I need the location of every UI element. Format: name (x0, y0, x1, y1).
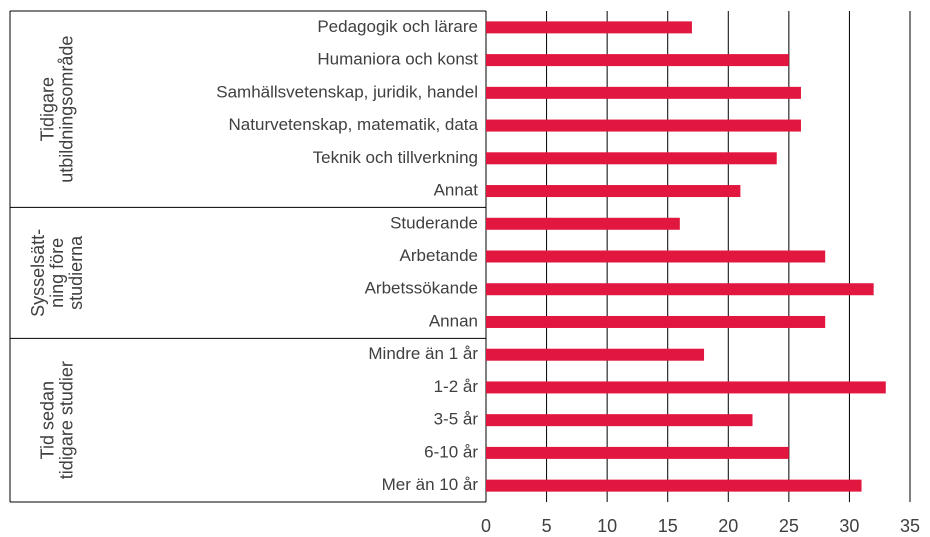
bar (486, 250, 826, 263)
category-label: Naturvetenskap, matematik, data (229, 115, 479, 134)
category-label: 6-10 år (424, 442, 478, 461)
bar (486, 185, 741, 198)
category-label: Humaniora och konst (317, 50, 478, 69)
bar (486, 479, 862, 492)
group-label: Tid sedantidigare studier (37, 361, 76, 479)
x-tick-label: 10 (597, 516, 617, 536)
group-label-line: Tid sedan (37, 381, 57, 459)
category-label: Arbetssökande (365, 279, 478, 298)
bar (486, 119, 801, 132)
category-label: 3-5 år (434, 410, 479, 429)
x-tick-label: 25 (779, 516, 799, 536)
category-label: Arbetande (400, 246, 478, 265)
category-label: Studerande (390, 213, 478, 232)
category-label: Annat (434, 181, 479, 200)
category-label: Pedagogik och lärare (317, 17, 478, 36)
bar (486, 283, 874, 296)
x-tick-label: 0 (481, 516, 491, 536)
x-tick-label: 15 (658, 516, 678, 536)
category-label: 1-2 år (434, 377, 479, 396)
bar (486, 315, 826, 328)
group-label-line: Tidigare (37, 77, 57, 141)
group-label-line: utbildningsområde (56, 36, 76, 183)
group-label-line: ning före (47, 238, 67, 308)
bar (486, 152, 777, 165)
category-label: Annan (429, 311, 478, 330)
x-tick-label: 5 (542, 516, 552, 536)
x-tick-label: 30 (839, 516, 859, 536)
category-label: Mindre än 1 år (368, 344, 478, 363)
bar (486, 348, 705, 361)
x-tick-label: 20 (718, 516, 738, 536)
x-tick-label: 35 (900, 516, 920, 536)
category-label: Samhällsvetenskap, juridik, handel (216, 82, 478, 101)
bar (486, 381, 886, 394)
group-label: Tidigareutbildningsområde (37, 36, 76, 183)
group-label-line: studierna (66, 235, 86, 310)
bar (486, 21, 692, 34)
category-label: Mer än 10 år (382, 475, 479, 494)
group-label-line: tidigare studier (56, 361, 76, 479)
bar (486, 414, 753, 427)
bar (486, 446, 789, 459)
bar (486, 217, 680, 230)
bar (486, 86, 801, 99)
category-label: Teknik och tillverkning (313, 148, 478, 167)
group-label-line: Sysselsätt- (28, 229, 48, 317)
bar (486, 54, 789, 67)
group-label: Sysselsätt-ning förestudierna (28, 229, 86, 317)
